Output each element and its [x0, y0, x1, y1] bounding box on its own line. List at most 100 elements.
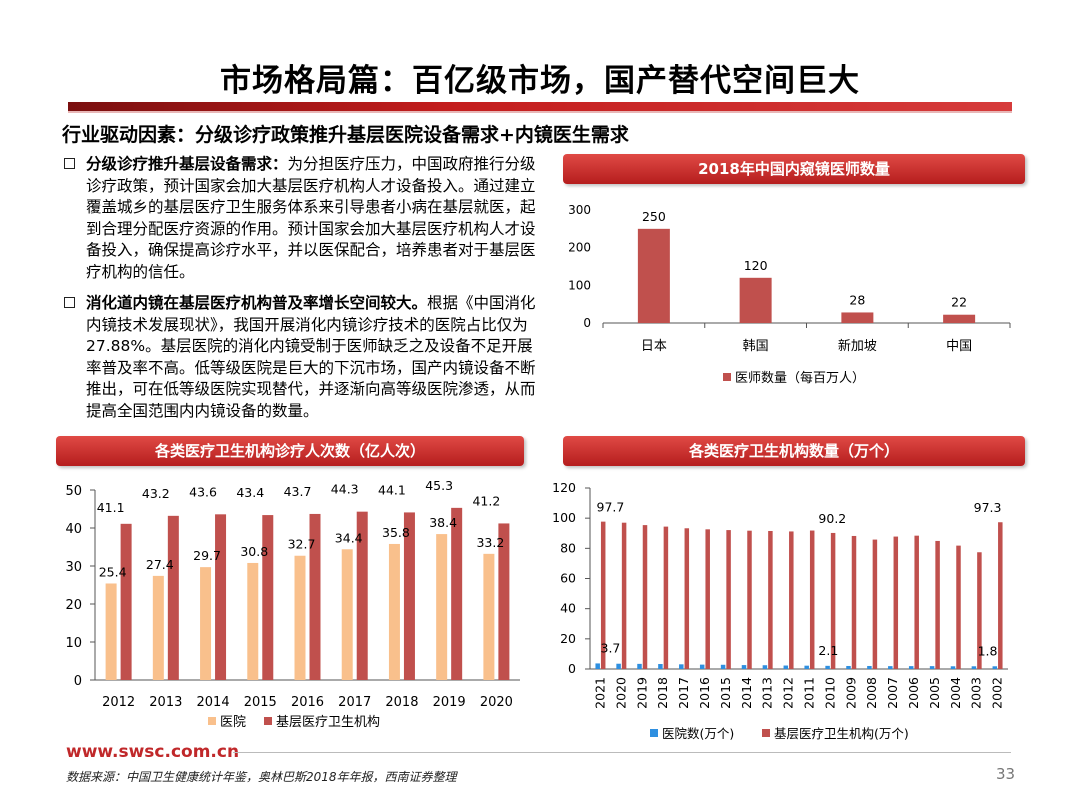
bar — [851, 535, 857, 669]
paragraph-endoscopy: 消化道内镜在基层医疗机构普及率增长空间较大。根据《中国消化内镜技术发展现状》，我… — [62, 293, 542, 422]
chart-title-visits: 各类医疗卫生机构诊疗人次数（亿人次） — [56, 436, 524, 466]
bar — [726, 530, 731, 669]
y-tick-label: 100 — [568, 278, 591, 292]
y-tick-label: 30 — [65, 560, 82, 575]
legend-swatch — [762, 729, 770, 737]
data-label: 43.4 — [236, 485, 264, 500]
bar — [105, 583, 117, 680]
data-label: 29.7 — [193, 548, 221, 563]
bar — [841, 312, 874, 323]
data-label: 27.4 — [146, 557, 174, 572]
bar — [998, 522, 1003, 669]
bar — [943, 314, 976, 323]
bar — [637, 663, 642, 669]
x-tick-label: 2018 — [385, 695, 418, 710]
footer-url[interactable]: www.swsc.com.cn — [66, 742, 240, 762]
bar — [699, 664, 705, 669]
bar — [621, 522, 627, 669]
paragraph-body: 根据《中国消化内镜技术发展现状》，我国开展消化内镜诊疗技术的医院占比仅为 27.… — [86, 294, 536, 420]
x-tick-label: 2019 — [433, 695, 466, 710]
bar — [356, 511, 368, 680]
bar — [720, 664, 726, 669]
data-label: 90.2 — [818, 511, 846, 526]
bar — [436, 534, 448, 680]
bar — [637, 228, 670, 323]
bar — [929, 666, 935, 669]
y-tick-label: 100 — [552, 510, 576, 525]
data-label: 35.8 — [382, 525, 410, 540]
bar — [152, 575, 164, 680]
data-label: 41.2 — [472, 493, 500, 508]
x-tick-label: 2009 — [843, 677, 858, 709]
y-tick-label: 80 — [560, 540, 576, 555]
data-label: 3.7 — [601, 640, 621, 655]
bar — [789, 531, 794, 669]
footer-divider — [233, 752, 1011, 753]
x-tick-label: 2006 — [906, 677, 921, 709]
bar — [846, 665, 851, 669]
legend-label: 基层医疗卫生机构 — [276, 715, 380, 730]
x-tick-label: 日本 — [641, 339, 667, 354]
bar — [262, 515, 274, 680]
bar — [867, 665, 872, 669]
x-tick-label: 中国 — [946, 339, 972, 354]
data-label: 97.3 — [974, 500, 1002, 515]
legend-label: 医院数(万个) — [662, 726, 734, 741]
x-tick-label: 2017 — [338, 695, 371, 710]
data-label: 41.1 — [97, 500, 125, 515]
bar — [616, 663, 621, 669]
bar — [595, 663, 600, 669]
y-tick-label: 40 — [65, 522, 82, 537]
x-tick-label: 2014 — [197, 695, 230, 710]
bar — [642, 525, 648, 669]
bar — [914, 535, 919, 669]
data-label: 33.2 — [476, 535, 504, 550]
y-tick-label: 0 — [583, 316, 591, 330]
x-tick-label: 2020 — [613, 677, 628, 709]
x-tick-label: 2016 — [291, 695, 324, 710]
bar — [762, 665, 768, 669]
data-label: 2.1 — [818, 643, 838, 658]
bar — [684, 528, 690, 669]
x-tick-label: 2021 — [592, 677, 607, 709]
y-tick-label: 10 — [65, 636, 82, 651]
bar — [971, 666, 977, 669]
page-title: 市场格局篇：百亿级市场，国产替代空间巨大 — [220, 63, 860, 99]
bar — [783, 665, 789, 669]
paragraph-heading: 消化道内镜在基层医疗机构普及率增长空间较大。 — [86, 294, 428, 312]
data-label: 32.7 — [288, 537, 316, 552]
x-tick-label: 2008 — [864, 677, 879, 709]
bar — [830, 532, 836, 669]
x-tick-label: 2015 — [244, 695, 277, 710]
page-number: 33 — [996, 765, 1016, 783]
legend-swatch — [723, 373, 731, 381]
x-tick-label: 2005 — [927, 677, 942, 709]
y-tick-label: 0 — [568, 661, 576, 676]
y-tick-label: 120 — [552, 480, 576, 495]
legend-swatch — [264, 717, 272, 725]
bar — [977, 552, 982, 669]
data-label: 250 — [642, 209, 666, 224]
x-tick-label: 2013 — [760, 677, 775, 709]
legend-label: 基层医疗卫生机构(万个) — [774, 726, 909, 741]
x-tick-label: 2012 — [781, 677, 796, 709]
data-label: 97.7 — [597, 500, 625, 515]
chart-title-institutions: 各类医疗卫生机构数量（万个） — [563, 436, 1025, 466]
bar — [804, 665, 809, 669]
x-tick-label: 2018 — [655, 677, 670, 709]
bar — [768, 530, 773, 669]
bar — [167, 515, 179, 680]
chart-visits: 0 10 20 30 40 50 25.4 41.1 2012 27.4 43.2 2013 29.7 4… — [65, 478, 520, 730]
bar — [950, 666, 956, 669]
y-tick-label: 0 — [74, 674, 82, 689]
bar — [956, 545, 961, 669]
bar — [872, 539, 878, 669]
x-tick-label: 2019 — [634, 677, 649, 709]
y-tick-label: 40 — [560, 601, 576, 616]
chart-title-endoscopists: 2018年中国内窥镜医师数量 — [563, 154, 1025, 184]
x-tick-label: 新加坡 — [838, 338, 877, 354]
bar — [309, 513, 321, 680]
bar — [663, 526, 669, 669]
legend-label: 医师数量（每百万人） — [735, 370, 865, 386]
